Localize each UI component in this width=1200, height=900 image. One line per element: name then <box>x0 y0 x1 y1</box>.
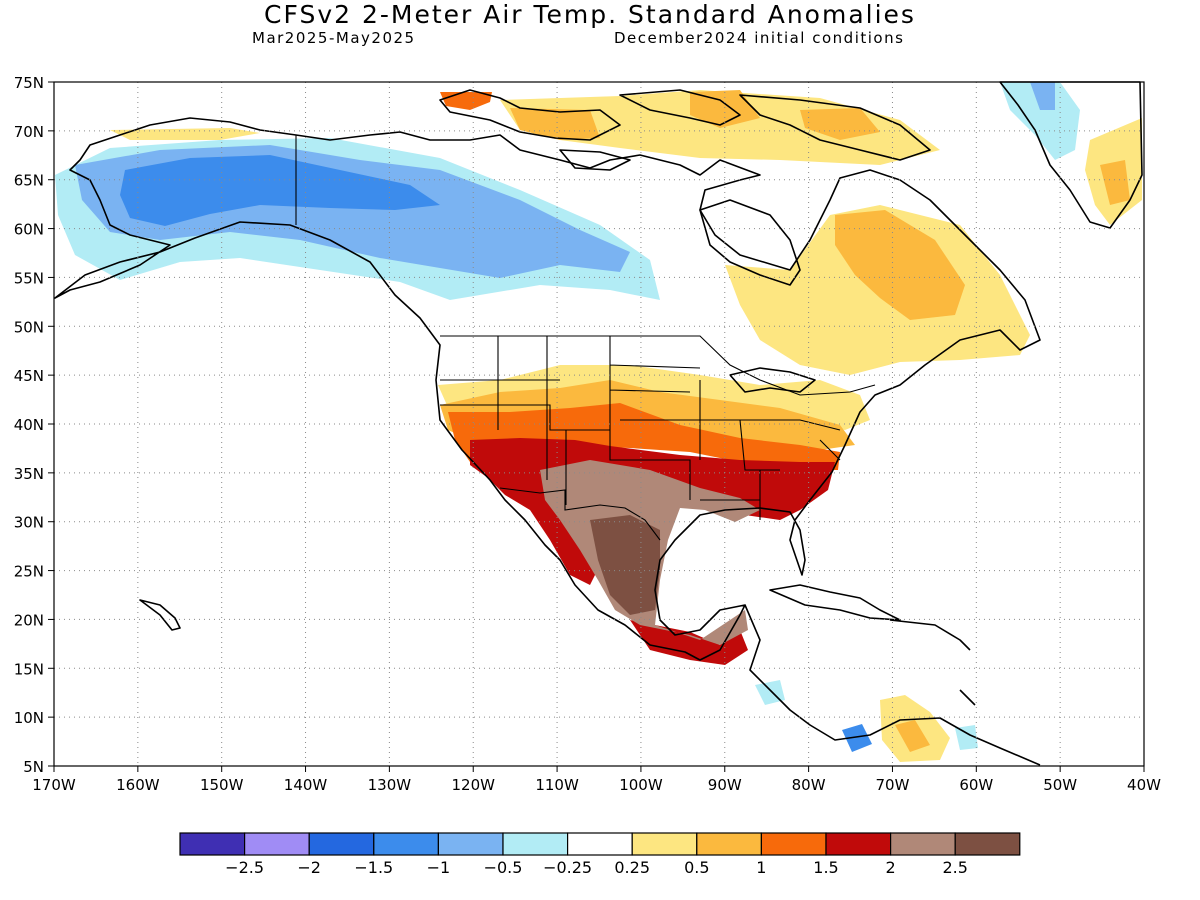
colorbar-swatch <box>825 832 892 856</box>
anomaly-area-dark-brown <box>590 515 660 615</box>
y-tick-label: 15N <box>14 660 44 678</box>
x-tick-label: 120W <box>451 776 495 794</box>
colorbar-label: −0.25 <box>543 858 592 877</box>
y-tick-label: 45N <box>14 367 44 385</box>
y-tick-label: 30N <box>14 514 44 532</box>
y-tick-label: 5N <box>23 758 44 776</box>
longitude-labels: 170W 160W 150W 140W 130W 120W 110W 100W 90W 80W 70… <box>32 776 1161 794</box>
colorbar-label: 2 <box>886 858 896 877</box>
anomaly-area-blue <box>120 155 440 226</box>
anomaly-area-light-blue-greenland <box>1030 82 1055 110</box>
us-canada-border <box>440 335 876 396</box>
x-tick-label: 100W <box>619 776 663 794</box>
anomaly-area-blue-colombia <box>842 724 872 752</box>
anomaly-area-light-cyan-greenland <box>1000 82 1080 160</box>
colorbar-swatch <box>889 832 956 856</box>
political-boundaries <box>295 135 876 541</box>
colorbar-swatch <box>308 832 375 856</box>
x-tick-label: 80W <box>792 776 826 794</box>
y-tick-label: 40N <box>14 416 44 434</box>
colorbar: −2.5 −2 −1.5 −1 −0.5 −0.25 0.25 0.5 1 1.5 2 2.5 <box>179 832 1021 877</box>
graticule <box>54 82 1144 766</box>
x-tick-label: 160W <box>116 776 160 794</box>
x-tick-label: 90W <box>708 776 742 794</box>
greenland-coastline <box>999 81 1143 229</box>
colorbar-label: 0.25 <box>614 858 650 877</box>
colorbar-label: −1 <box>427 858 451 877</box>
y-tick-label: 50N <box>14 318 44 336</box>
anomaly-area-orange-arctic <box>510 90 880 140</box>
colorbar-swatch <box>502 832 569 856</box>
map-frame <box>53 81 1145 767</box>
colorbar-label: 0.5 <box>684 858 709 877</box>
y-tick-label: 55N <box>14 269 44 287</box>
colorbar-swatch <box>373 832 439 856</box>
y-tick-label: 25N <box>14 563 44 581</box>
colorbar-label: 1.5 <box>813 858 838 877</box>
anomaly-area-dark-orange-arctic <box>440 92 492 110</box>
colorbar-swatch <box>631 832 698 856</box>
colorbar-swatch <box>696 832 762 856</box>
y-tick-label: 65N <box>14 172 44 190</box>
great-lakes-coastline <box>729 367 816 393</box>
colorbar-swatch <box>760 832 827 856</box>
caribbean-islands-coastline <box>139 584 976 706</box>
anomaly-area-orange-greenland <box>1100 160 1130 205</box>
anomaly-shading <box>55 82 1142 762</box>
colorbar-label: −0.5 <box>484 858 523 877</box>
anomaly-area-orange-east-canada <box>835 210 965 320</box>
central-america-coastline <box>744 604 1041 766</box>
y-tick-label: 60N <box>14 221 44 239</box>
colorbar-label: −1.5 <box>354 858 393 877</box>
north-america-coastline <box>54 117 1041 661</box>
colorbar-swatch <box>437 832 504 856</box>
anomaly-area-cyan-caribbean <box>755 680 978 750</box>
arctic-islands-coastline <box>439 89 931 171</box>
y-tick-label: 35N <box>14 465 44 483</box>
x-tick-label: 50W <box>1043 776 1077 794</box>
y-tick-label: 10N <box>14 709 44 727</box>
y-tick-label: 70N <box>14 123 44 141</box>
x-tick-label: 150W <box>200 776 244 794</box>
axis-ticks <box>48 81 1145 772</box>
us-state-lines <box>440 336 841 520</box>
anomaly-area-orange-venezuela <box>895 720 930 752</box>
x-tick-label: 60W <box>959 776 993 794</box>
colorbar-swatch <box>954 832 1021 856</box>
colorbar-label: −2.5 <box>225 858 264 877</box>
us-mexico-border <box>499 487 661 541</box>
colorbar-swatch <box>244 832 310 856</box>
colorbar-label: −2 <box>297 858 321 877</box>
initial-conditions: December2024 initial conditions <box>614 29 905 47</box>
colorbar-label: 2.5 <box>942 858 967 877</box>
latitude-labels: 75N 70N 65N 60N 55N 50N 45N 40N 35N 30N 25N 20N 15N 1… <box>14 74 44 776</box>
x-tick-label: 70W <box>876 776 910 794</box>
anomaly-area-dark-orange-us <box>448 403 840 470</box>
colorbar-swatch <box>179 832 246 856</box>
x-tick-label: 40W <box>1127 776 1161 794</box>
x-tick-label: 140W <box>284 776 328 794</box>
forecast-period: Mar2025-May2025 <box>252 29 416 47</box>
x-tick-label: 110W <box>535 776 579 794</box>
map-title: CFSv2 2-Meter Air Temp. Standard Anomali… <box>264 0 916 29</box>
x-tick-label: 130W <box>368 776 412 794</box>
x-tick-label: 170W <box>32 776 76 794</box>
y-tick-label: 75N <box>14 74 44 92</box>
colorbar-label: 1 <box>756 858 766 877</box>
y-tick-label: 20N <box>14 611 44 629</box>
colorbar-swatch <box>566 832 633 856</box>
